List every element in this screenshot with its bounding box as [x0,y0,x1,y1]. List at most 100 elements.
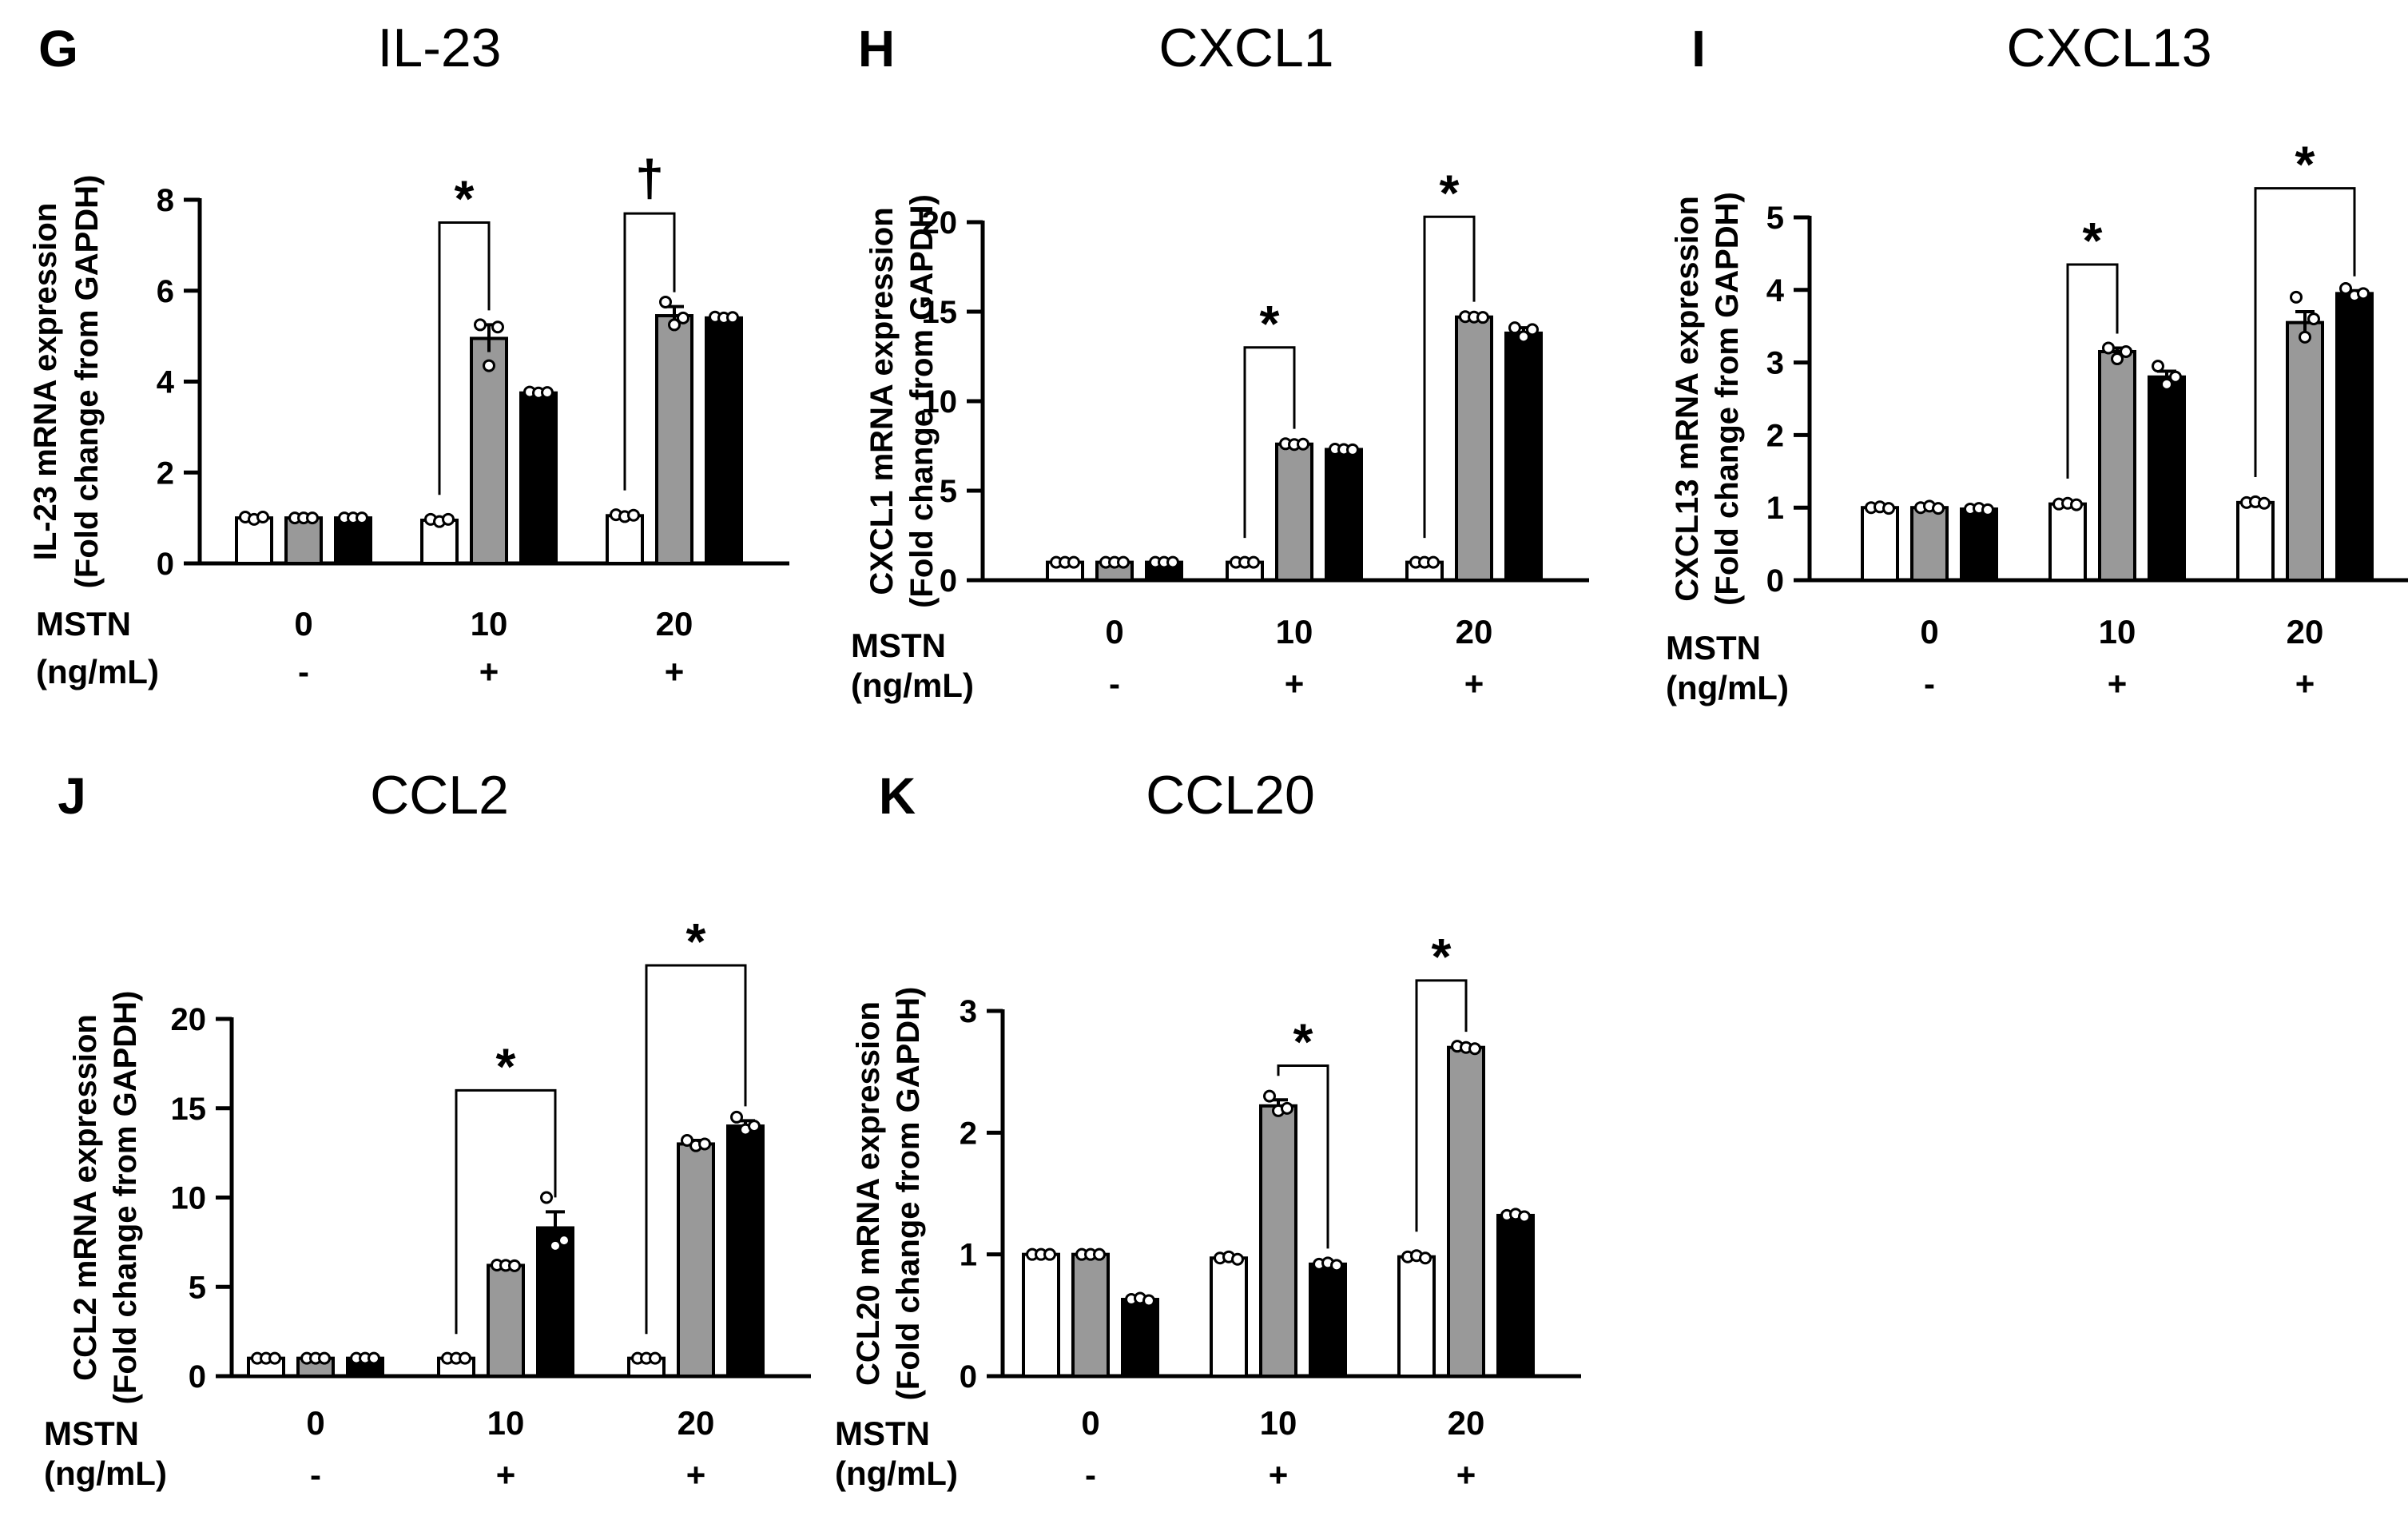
data-point [2299,330,2311,344]
y-tick-label: 3 [960,994,977,1029]
significance-marker: † [635,149,664,207]
y-tick-label: 20 [922,205,958,241]
x-category-label: 0 [1920,613,1938,651]
chart-title: CXCL1 [1158,18,1333,78]
significance-bracket [2254,187,2356,478]
data-point [356,511,368,525]
data-point [558,1234,570,1247]
data-point [442,512,455,526]
bar-group3-cat-0 [334,516,372,565]
significance-bracket [1423,215,1476,539]
chart-title: CCL20 [1146,765,1315,826]
significance-bracket [645,964,747,1335]
significance-marker: * [1260,295,1280,352]
data-point [1093,1247,1106,1261]
data-point [318,1351,331,1365]
data-point [2160,377,2173,391]
significance-marker: * [1440,164,1460,221]
data-point [1166,555,1179,569]
x-category-label: 20 [2287,613,2324,651]
data-point [1043,1247,1056,1261]
bar-group2-cat-20 [677,1142,715,1378]
row-label-mstn: MSTN [851,627,946,664]
row-label-units: (ng/mL) [36,653,159,690]
data-point [1517,330,1530,344]
bar-group2-cat-20 [1455,315,1493,582]
row-label-units: (ng/mL) [44,1454,167,1492]
data-point [540,1191,553,1204]
data-point [1067,555,1080,569]
treatment-sign: - [1109,665,1120,702]
y-tick-label: 0 [1766,563,1784,599]
significance-marker: * [2295,136,2315,193]
data-point [2070,498,2083,511]
y-tick-label: 2 [1766,418,1784,453]
data-point [1247,555,1260,569]
panel-letter: I [1691,20,1706,78]
treatment-sign: + [1456,1456,1476,1494]
data-point [2169,370,2182,384]
significance-bracket [1415,979,1468,1232]
data-point [549,1239,562,1252]
chart-title: CXCL13 [2006,18,2211,78]
data-point [1468,1042,1481,1056]
bar-group3-cat-10 [536,1226,574,1378]
data-point [1231,1252,1244,1266]
row-label-units: (ng/mL) [851,666,974,704]
significance-marker: * [1432,928,1452,985]
panel-letter: J [58,767,86,825]
x-category-label: 0 [1081,1404,1099,1442]
bar-group2-cat-10 [470,336,508,565]
chart-title: CCL2 [370,765,509,826]
data-point [2290,290,2303,304]
data-point [268,1351,281,1365]
y-tick-label: 8 [157,183,174,218]
bar-group3-cat-20 [1496,1213,1535,1379]
data-point [730,1110,743,1124]
y-axis-label-units: (Fold change from GAPDH) [904,194,940,608]
chart-panel-g: G IL-23 IL-23 mRNA expression (Fold change … [28,18,789,690]
bar-group3-cat-10 [1325,448,1363,582]
treatment-sign: + [479,653,499,690]
bar-group1-cat-10 [2048,502,2087,582]
bar-group2-cat-20 [1447,1045,1485,1378]
data-point [2152,360,2164,373]
data-point [491,320,504,334]
data-point [1427,555,1440,569]
data-point [306,511,319,525]
y-tick-label: 5 [189,1270,206,1305]
significance-bracket [2066,263,2119,479]
bar-group1-cat-10 [1210,1256,1248,1379]
y-tick-label: 2 [157,456,174,491]
chart-title: IL-23 [378,18,502,78]
y-tick-label: 0 [960,1359,977,1395]
y-tick-label: 0 [940,563,957,599]
x-category-label: 0 [294,605,312,643]
x-category-label: 0 [1105,613,1123,651]
y-tick-label: 3 [1766,346,1784,381]
significance-bracket [438,221,491,495]
data-point [627,508,640,522]
x-category-label: 10 [1260,1404,1297,1442]
treatment-sign: - [1085,1456,1096,1494]
data-point [677,311,689,324]
y-tick-label: 2 [960,1116,977,1151]
data-point [1117,555,1130,569]
bar-group2-cat-0 [284,516,323,565]
data-point [1981,503,1994,516]
bar-group3-cat-10 [519,391,558,565]
treatment-sign: + [2108,665,2128,702]
significance-bracket [1243,346,1296,539]
x-category-label: 10 [487,1404,525,1442]
y-tick-label: 20 [171,1002,207,1037]
x-category-label: 20 [656,605,693,643]
treatment-sign: - [298,653,309,690]
significance-marker: * [455,169,475,227]
bar-group2-cat-10 [1259,1104,1297,1378]
data-point [474,318,487,332]
y-tick-label: 1 [1766,491,1784,526]
data-point [2111,352,2124,366]
bar-group2-cat-0 [1071,1252,1110,1378]
